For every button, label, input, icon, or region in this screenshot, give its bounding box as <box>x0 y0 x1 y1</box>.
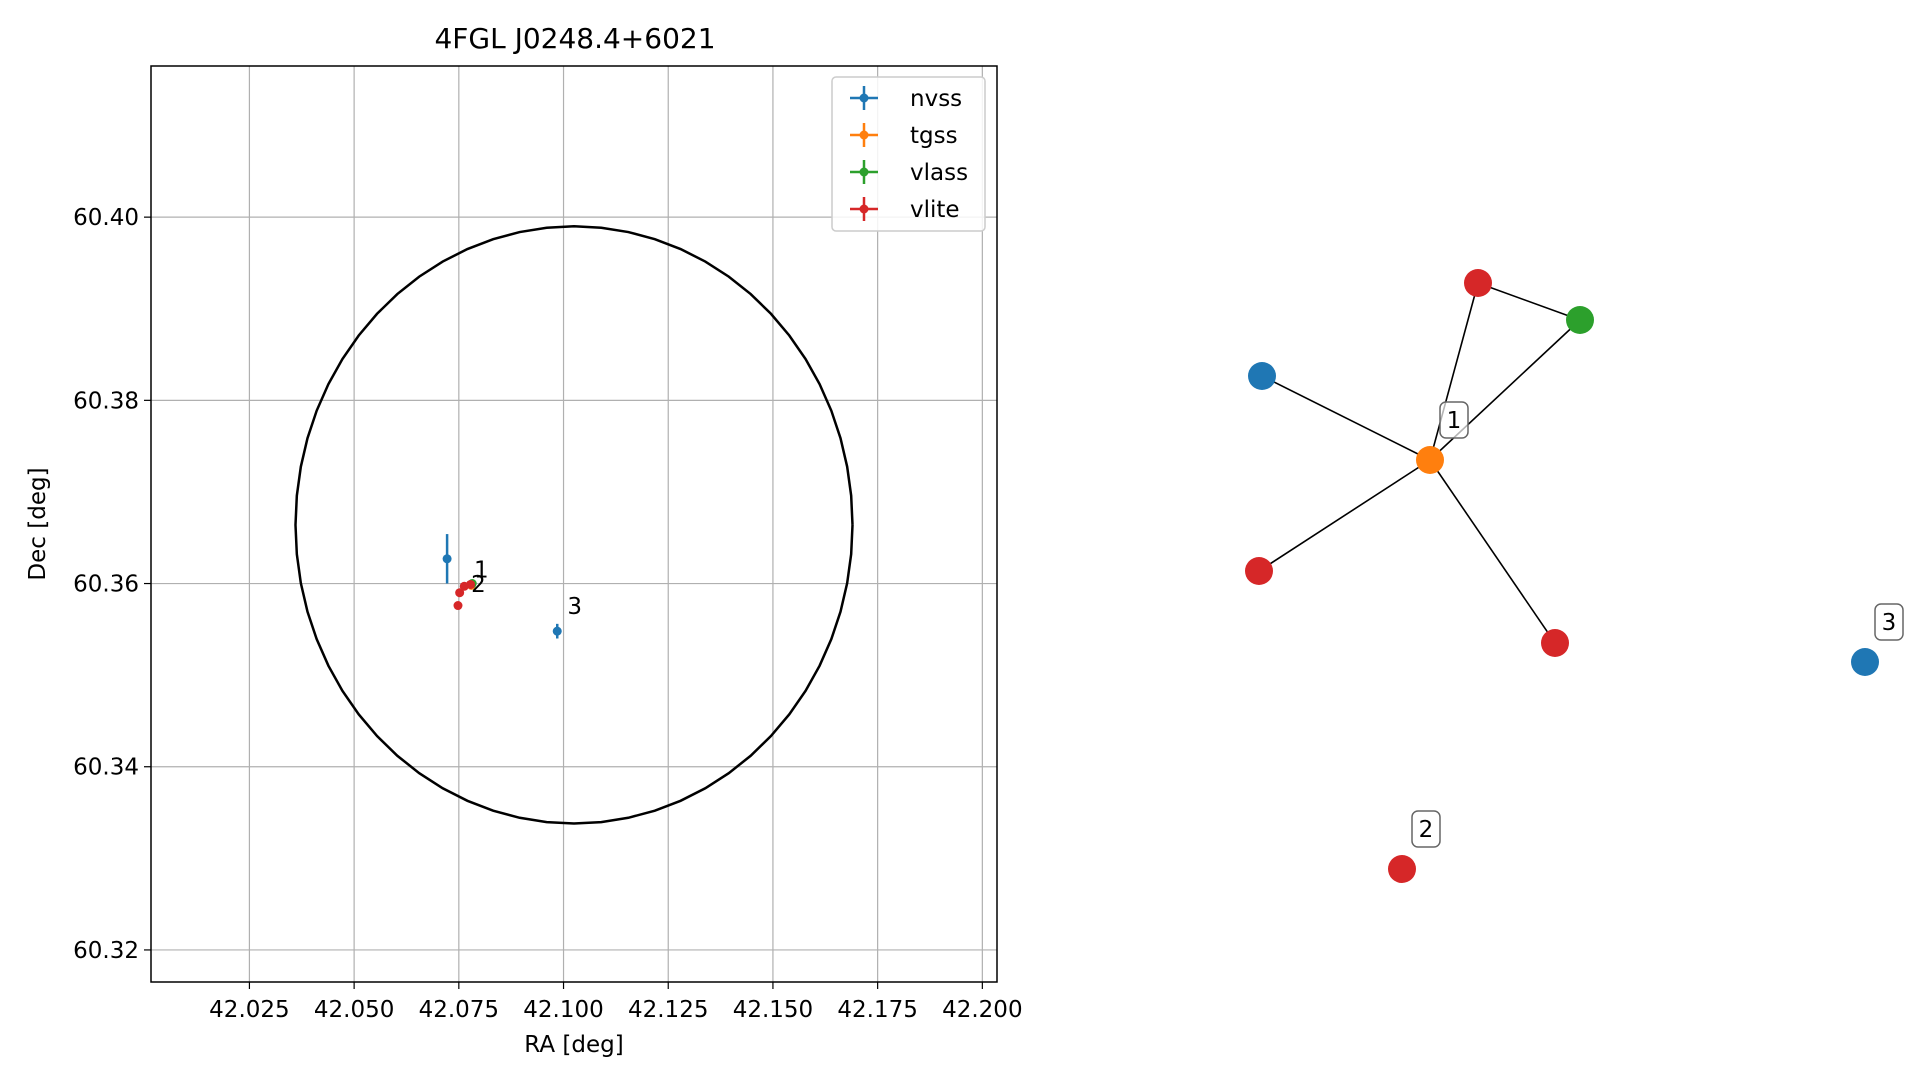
marker-vlite <box>459 581 469 591</box>
network-edge <box>1429 319 1581 461</box>
legend-marker <box>859 93 869 103</box>
node-label-box <box>1874 603 1904 641</box>
node-label-2: 2 <box>1411 810 1441 848</box>
node-label-box <box>1439 401 1469 439</box>
legend-label: nvss <box>910 86 962 112</box>
data-point-nvss <box>442 534 452 584</box>
node-label-text: 1 <box>1447 408 1462 434</box>
localization-ellipse <box>294 225 854 825</box>
plot-frame <box>150 65 998 983</box>
marker-vlite <box>453 601 463 611</box>
legend-label: vlass <box>910 160 968 186</box>
data-points-layer <box>442 534 562 639</box>
y-tick-label: 60.36 <box>73 572 139 598</box>
node-label-box <box>1411 810 1441 848</box>
x-tick-label: 42.050 <box>314 997 394 1023</box>
network-nodes <box>1245 269 1879 883</box>
network-node-vlite <box>1541 629 1569 657</box>
network-node-tgss <box>1416 446 1444 474</box>
point-annotation: 2 <box>471 572 486 598</box>
network-edge <box>1429 282 1479 461</box>
network-node-vlite <box>1464 269 1492 297</box>
point-annotation: 3 <box>567 594 582 620</box>
x-tick-label: 42.150 <box>733 997 813 1023</box>
legend: nvss tgss vlass vlite <box>831 76 986 232</box>
node-label-text: 3 <box>1882 610 1897 636</box>
network-edge <box>1258 459 1431 572</box>
y-axis-label: Dec [deg] <box>25 467 51 580</box>
annotation-layer: 12 3 <box>471 558 582 621</box>
data-point-vlite <box>453 601 463 611</box>
data-point-vlite <box>455 588 465 598</box>
data-point-nvss <box>552 623 562 639</box>
network-node-nvss <box>1851 648 1879 676</box>
legend-entry-vlite: vlite <box>850 197 960 223</box>
point-annotation: 1 <box>474 558 489 584</box>
y-tick-label: 60.38 <box>73 388 139 414</box>
x-tick-label: 42.075 <box>419 997 499 1023</box>
network-edge <box>1261 375 1431 461</box>
marker-nvss <box>442 554 452 564</box>
y-axis-ticks: 60.32 60.34 60.36 60.38 60.40 <box>73 205 151 964</box>
y-tick-label: 60.40 <box>73 205 139 231</box>
chart-title: 4FGL J0248.4+6021 <box>434 22 715 55</box>
error-ellipse-layer <box>294 225 854 825</box>
node-label-text: 2 <box>1419 817 1434 843</box>
node-label-1: 1 <box>1439 401 1469 439</box>
node-label-3: 3 <box>1874 603 1904 641</box>
x-tick-label: 42.175 <box>837 997 917 1023</box>
network-node-vlite <box>1388 855 1416 883</box>
x-tick-label: 42.125 <box>628 997 708 1023</box>
y-tick-label: 60.34 <box>73 755 139 781</box>
legend-marker <box>859 167 869 177</box>
legend-marker <box>859 130 869 140</box>
y-tick-label: 60.32 <box>73 938 139 964</box>
network-node-vlass <box>1566 306 1594 334</box>
network-edge <box>1429 459 1556 644</box>
legend-marker <box>859 204 869 214</box>
x-tick-label: 42.100 <box>523 997 603 1023</box>
x-tick-label: 42.025 <box>209 997 289 1023</box>
network-node-vlite <box>1245 557 1273 585</box>
network-node-nvss <box>1248 362 1276 390</box>
marker-nvss <box>552 626 562 636</box>
data-point-vlite <box>459 581 469 591</box>
legend-entry-tgss: tgss <box>850 123 958 149</box>
legend-label: tgss <box>910 123 958 149</box>
network-graph: 1 2 3 <box>1245 269 1904 883</box>
legend-entry-vlass: vlass <box>850 160 968 186</box>
legend-label: vlite <box>910 197 960 223</box>
x-axis-ticks: 42.025 42.050 42.075 42.100 42.125 42.150 42.1… <box>209 982 1023 1023</box>
x-axis-label: RA [deg] <box>524 1032 623 1058</box>
legend-box <box>831 76 986 232</box>
x-tick-label: 42.200 <box>942 997 1022 1023</box>
network-edge <box>1477 282 1581 321</box>
legend-entry-nvss: nvss <box>850 86 962 112</box>
marker-vlite <box>455 588 465 598</box>
